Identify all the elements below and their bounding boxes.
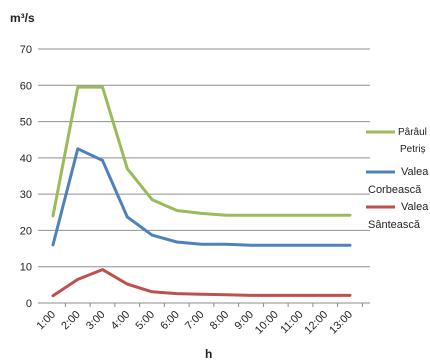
x-tick-label: 11:00: [278, 309, 305, 336]
y-tick-label: 40: [20, 153, 32, 165]
legend-label: Valea: [401, 166, 429, 178]
x-tick-label: 4:00: [109, 309, 133, 333]
x-tick-label: 5:00: [133, 309, 157, 333]
x-tick-labels: 1:00 2:00 3:00 4:00 5:00 6:00 7:00 8:00 9:0010:0…: [34, 309, 355, 337]
y-tick-label: 10: [20, 262, 32, 274]
y-tick-label: 0: [26, 298, 32, 310]
y-tick-label: 30: [20, 189, 32, 201]
legend: Pârâul Petriș Valea Corbească Valea Sântească: [366, 127, 429, 231]
x-axis-label: h: [205, 347, 212, 361]
x-tick-label: 2:00: [59, 309, 83, 333]
x-tick-label: 3:00: [84, 309, 108, 333]
y-axis-label: m³/s: [10, 11, 35, 25]
legend-entry-0: Pârâul Petriș: [366, 127, 427, 155]
x-tick-label: 12:00: [302, 309, 330, 337]
y-tick-label: 70: [20, 44, 32, 56]
y-tick-label: 50: [20, 117, 32, 129]
legend-label: Valea: [401, 201, 429, 213]
legend-label: Corbească: [368, 184, 422, 196]
legend-entry-1: Valea Corbească: [366, 166, 429, 196]
legend-label: Petriș: [400, 144, 426, 155]
x-tick-label: 10:00: [253, 309, 281, 337]
x-tick-label: 1:00: [34, 309, 58, 333]
y-tick-labels: 0 10 20 30 40 50 60 70: [20, 44, 32, 310]
x-tick-label: 7:00: [183, 309, 207, 333]
series-lines: [51, 85, 352, 298]
x-tick-label: 13:00: [327, 309, 355, 337]
series-line-2: [51, 268, 352, 298]
x-tick-label: 8:00: [208, 309, 232, 333]
legend-label: Pârâul: [398, 127, 427, 138]
y-tick-label: 60: [20, 80, 32, 92]
y-tick-label: 20: [20, 225, 32, 237]
series-line-0: [51, 85, 352, 218]
gridlines: [38, 48, 370, 307]
legend-label: Sântească: [368, 219, 421, 231]
series-line-1: [51, 147, 352, 247]
x-tick-label: 6:00: [158, 309, 182, 333]
legend-entry-2: Valea Sântească: [366, 201, 429, 231]
